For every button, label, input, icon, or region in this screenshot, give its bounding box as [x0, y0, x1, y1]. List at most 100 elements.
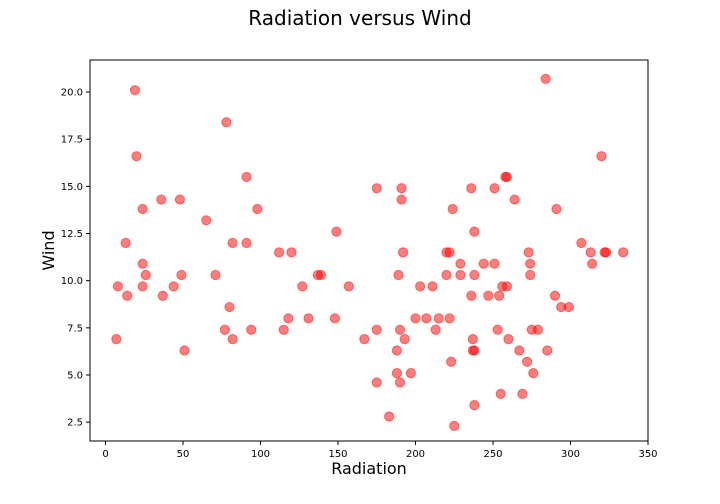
data-point	[343, 281, 354, 292]
data-point	[495, 388, 506, 399]
data-point	[176, 269, 187, 281]
y-tick-label: 7.5	[67, 323, 83, 334]
data-point	[446, 356, 457, 367]
data-point	[514, 345, 525, 356]
data-point	[576, 237, 587, 249]
data-point	[444, 313, 455, 324]
data-point	[329, 313, 340, 324]
data-point	[241, 171, 252, 183]
data-point	[393, 269, 404, 281]
data-point	[585, 247, 596, 258]
data-point	[469, 269, 480, 281]
data-point	[469, 226, 480, 237]
data-point	[297, 281, 308, 292]
data-point	[410, 313, 421, 324]
data-point	[494, 290, 505, 301]
y-tick-label: 10.0	[61, 276, 83, 287]
data-point	[525, 258, 536, 269]
y-tick-label: 12.5	[61, 229, 83, 240]
data-point	[137, 258, 148, 269]
data-point	[274, 247, 285, 258]
data-point	[168, 281, 179, 292]
data-point	[224, 301, 235, 313]
data-point	[174, 194, 185, 205]
data-point	[563, 301, 575, 313]
data-point	[227, 237, 238, 249]
data-point	[394, 324, 406, 335]
data-point	[466, 290, 477, 301]
data-point	[478, 258, 489, 269]
data-point	[371, 377, 382, 388]
data-point	[391, 368, 402, 379]
data-point	[120, 237, 131, 249]
data-point	[601, 247, 612, 258]
data-point	[221, 117, 232, 128]
data-point	[219, 324, 230, 335]
data-point	[501, 171, 513, 183]
x-tick-label: 0	[102, 449, 108, 460]
x-axis-label: Radiation	[331, 459, 407, 478]
data-point	[433, 313, 444, 324]
data-point	[227, 334, 238, 345]
x-tick-label: 250	[483, 449, 502, 460]
data-point	[137, 203, 148, 215]
chart-title: Radiation versus Wind	[248, 6, 472, 30]
data-point	[549, 290, 561, 301]
data-point	[201, 215, 212, 226]
data-point	[241, 237, 252, 249]
data-point	[283, 313, 294, 324]
data-point	[430, 324, 441, 335]
data-point	[371, 183, 382, 194]
data-point	[542, 345, 553, 356]
data-point	[492, 324, 503, 335]
data-point	[596, 151, 607, 162]
data-point	[396, 194, 407, 205]
data-point	[469, 400, 480, 411]
data-point	[371, 324, 382, 335]
data-point	[509, 194, 520, 205]
data-point	[525, 269, 536, 281]
data-point	[405, 368, 416, 379]
data-point	[427, 281, 438, 292]
data-point	[384, 411, 395, 422]
data-point	[140, 269, 151, 281]
data-point	[532, 324, 544, 335]
y-tick-label: 20.0	[61, 88, 83, 99]
data-point	[522, 356, 533, 367]
data-point	[618, 247, 629, 258]
data-point	[447, 203, 458, 215]
x-axis-ticks: 0 50 100 150 200 250 300 350	[102, 441, 658, 460]
data-point	[394, 377, 406, 388]
data-point	[449, 420, 460, 432]
y-tick-label: 5.0	[67, 370, 83, 381]
data-point	[466, 183, 477, 194]
data-point	[112, 281, 124, 292]
data-point	[467, 334, 478, 345]
data-point	[156, 194, 167, 205]
data-point	[129, 85, 141, 96]
y-tick-label: 15.0	[61, 182, 83, 193]
y-axis-ticks: 2.5 5.0 7.5 10.0 12.5 15.0 17.5 20.0	[61, 88, 90, 429]
data-point	[179, 345, 190, 356]
x-tick-label: 100	[251, 449, 270, 460]
data-point	[528, 368, 539, 379]
data-point	[122, 290, 133, 301]
data-point	[469, 345, 480, 356]
y-tick-label: 17.5	[61, 135, 83, 146]
y-axis-label: Wind	[39, 230, 58, 270]
data-points	[111, 73, 629, 432]
data-point	[455, 258, 466, 269]
data-point	[501, 281, 513, 292]
data-point	[415, 281, 426, 292]
data-point	[315, 269, 327, 281]
data-point	[131, 151, 142, 162]
data-point	[540, 73, 551, 84]
data-point	[396, 183, 407, 194]
data-point	[331, 226, 342, 237]
y-tick-label: 2.5	[67, 418, 83, 429]
data-point	[391, 345, 402, 356]
data-point	[551, 203, 562, 215]
data-point	[398, 247, 409, 258]
x-tick-label: 350	[638, 449, 657, 460]
